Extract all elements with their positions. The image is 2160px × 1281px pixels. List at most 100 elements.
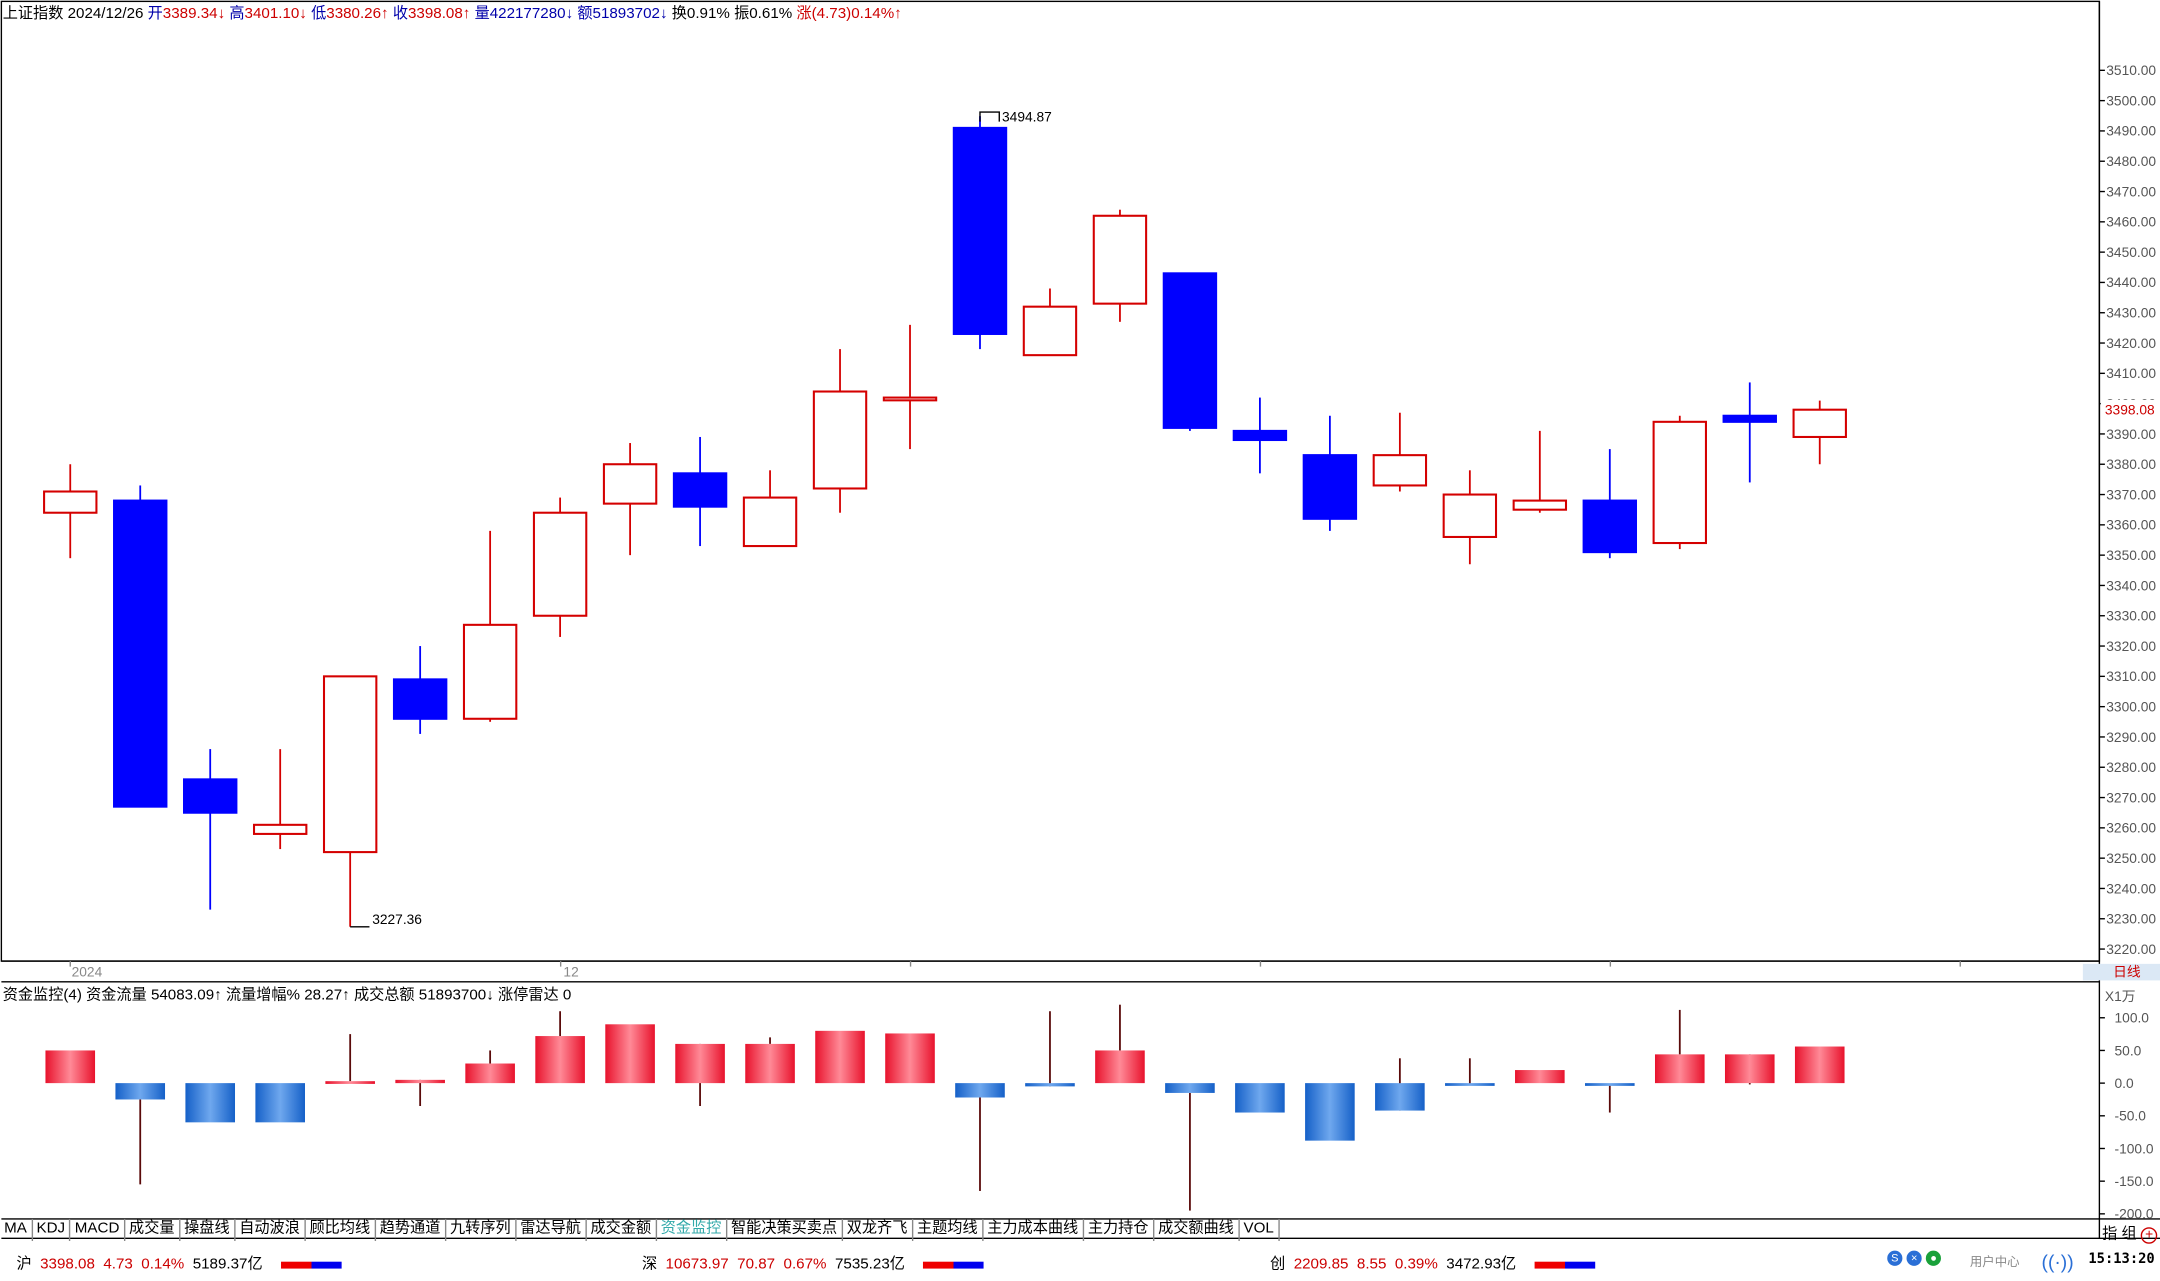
candle[interactable] bbox=[1232, 397, 1288, 474]
tab-18[interactable]: VOL bbox=[1239, 1218, 1280, 1242]
candle[interactable] bbox=[812, 349, 868, 513]
candle[interactable] bbox=[532, 497, 588, 637]
candle[interactable] bbox=[183, 749, 238, 910]
low-label: 低 bbox=[311, 5, 327, 23]
flow-bar[interactable] bbox=[1375, 1058, 1425, 1111]
flow-bar[interactable] bbox=[255, 1083, 305, 1123]
flow-bar[interactable] bbox=[45, 1050, 96, 1084]
close-label: 收 bbox=[392, 5, 408, 23]
flow-bar[interactable] bbox=[1165, 1083, 1215, 1211]
flow-bar[interactable] bbox=[1654, 1009, 1705, 1084]
price-tick-label: 3450.00 bbox=[2106, 245, 2156, 260]
tab-2[interactable]: MACD bbox=[71, 1218, 125, 1242]
tab-14[interactable]: 主题均线 bbox=[913, 1218, 984, 1242]
s-icon[interactable]: S bbox=[1887, 1250, 1903, 1266]
candle[interactable] bbox=[1302, 415, 1358, 531]
close-icon[interactable]: × bbox=[1906, 1250, 1922, 1266]
candle[interactable] bbox=[43, 464, 98, 559]
candle[interactable] bbox=[952, 116, 1008, 350]
flow-bar[interactable] bbox=[1585, 1083, 1635, 1113]
flow-bar[interactable] bbox=[1724, 1054, 1775, 1085]
indicator-flow: 资金流量 54083.09↑ bbox=[86, 987, 222, 1004]
candle[interactable] bbox=[672, 436, 728, 547]
open-label: 开 bbox=[147, 5, 163, 23]
candle[interactable] bbox=[392, 646, 448, 734]
tab-11[interactable]: 资金监控 bbox=[657, 1218, 727, 1242]
low-label: 3227.36 bbox=[372, 912, 422, 927]
user-center-link[interactable]: 用户中心 bbox=[1969, 1254, 2020, 1269]
tab-9[interactable]: 雷达导航 bbox=[516, 1218, 587, 1242]
tab-7[interactable]: 趋势通道 bbox=[376, 1218, 446, 1242]
amount-value: 51893702↓ bbox=[592, 5, 668, 23]
flow-bar[interactable] bbox=[1095, 1004, 1145, 1084]
tab-17[interactable]: 成交额曲线 bbox=[1154, 1218, 1240, 1242]
flow-bar[interactable] bbox=[185, 1083, 236, 1123]
flow-bar[interactable] bbox=[745, 1037, 795, 1084]
corner-label[interactable]: 指 组 bbox=[2102, 1225, 2137, 1243]
tab-3[interactable]: 成交量 bbox=[125, 1218, 181, 1242]
flow-bar[interactable] bbox=[115, 1083, 166, 1185]
indicator-tab-bar: MA KDJ MACD 成交量 操盘线 自动波浪 顾比均线 趋势通道 九转序列 雷达导航 成交金额资… bbox=[0, 1218, 1280, 1242]
price-tick-label: 3320.00 bbox=[2106, 639, 2156, 654]
candle[interactable] bbox=[1512, 430, 1568, 513]
flow-bar[interactable] bbox=[885, 1033, 935, 1084]
price-tick-label: 3280.00 bbox=[2106, 760, 2156, 775]
tab-0[interactable]: MA bbox=[0, 1218, 33, 1242]
candle[interactable] bbox=[1652, 415, 1707, 550]
signal-icon[interactable]: ((·)) bbox=[2041, 1250, 2074, 1273]
candle[interactable] bbox=[462, 530, 518, 722]
price-tick-label: 3360.00 bbox=[2106, 518, 2156, 533]
candle[interactable] bbox=[1162, 272, 1218, 431]
flow-bar[interactable] bbox=[535, 1011, 585, 1084]
sh-change: 4.73 bbox=[103, 1256, 133, 1273]
tab-6[interactable]: 顾比均线 bbox=[305, 1218, 376, 1242]
add-icon[interactable]: + bbox=[2140, 1227, 2158, 1244]
candle[interactable] bbox=[742, 470, 798, 548]
tab-1[interactable]: KDJ bbox=[32, 1218, 71, 1242]
tab-8[interactable]: 九转序列 bbox=[446, 1218, 517, 1242]
flow-bar[interactable] bbox=[675, 1043, 725, 1107]
flow-tick-label: 50.0 bbox=[2115, 1043, 2142, 1058]
candle[interactable] bbox=[1372, 412, 1428, 492]
candle[interactable] bbox=[1092, 209, 1148, 322]
tab-15[interactable]: 主力成本曲线 bbox=[983, 1218, 1084, 1242]
candle[interactable] bbox=[322, 675, 378, 927]
candle[interactable] bbox=[882, 324, 938, 450]
flow-bar[interactable] bbox=[1794, 1046, 1845, 1084]
tab-12[interactable]: 智能决策买卖点 bbox=[727, 1218, 843, 1242]
flow-bar[interactable] bbox=[815, 1030, 865, 1084]
sz-ratio-bar bbox=[922, 1261, 984, 1269]
candle[interactable] bbox=[252, 749, 308, 850]
indicator-group-tabs[interactable]: 指 组 + bbox=[2102, 1222, 2158, 1244]
flow-bar[interactable] bbox=[325, 1034, 375, 1084]
flow-bar[interactable] bbox=[1305, 1083, 1355, 1141]
tab-16[interactable]: 主力持仓 bbox=[1084, 1218, 1154, 1242]
flow-bar[interactable] bbox=[955, 1083, 1005, 1191]
period-label[interactable]: 日线 bbox=[2113, 964, 2141, 979]
tab-5[interactable]: 自动波浪 bbox=[235, 1218, 306, 1242]
tab-4[interactable]: 操盘线 bbox=[180, 1218, 236, 1242]
tab-10[interactable]: 成交金额 bbox=[586, 1218, 657, 1242]
quote-header: 上证指数 2024/12/26 开3389.34↓ 高3401.10↓ 低338… bbox=[3, 4, 902, 23]
price-tick-label: 3480.00 bbox=[2106, 154, 2156, 169]
refresh-icon[interactable]: ● bbox=[1925, 1250, 1942, 1266]
flow-bar[interactable] bbox=[1515, 1070, 1565, 1084]
candle[interactable] bbox=[1582, 449, 1638, 559]
candle[interactable] bbox=[1722, 382, 1777, 483]
tab-13[interactable]: 双龙齐飞 bbox=[843, 1218, 913, 1242]
candle[interactable] bbox=[1442, 470, 1498, 565]
flow-tick-label: -100.0 bbox=[2115, 1141, 2154, 1156]
candle[interactable] bbox=[602, 443, 658, 556]
flow-bar[interactable] bbox=[1445, 1058, 1495, 1086]
flow-bar[interactable] bbox=[465, 1050, 515, 1084]
price-tick-label: 3430.00 bbox=[2106, 306, 2156, 321]
flow-bar[interactable] bbox=[1025, 1011, 1075, 1087]
flow-bar[interactable] bbox=[605, 1024, 655, 1084]
candle[interactable] bbox=[113, 485, 168, 808]
flow-bar[interactable] bbox=[1235, 1083, 1285, 1113]
volume-value: 422177280↓ bbox=[489, 5, 574, 23]
candle[interactable] bbox=[1022, 288, 1078, 357]
flow-bar[interactable] bbox=[395, 1079, 445, 1107]
candle[interactable] bbox=[1792, 400, 1847, 465]
